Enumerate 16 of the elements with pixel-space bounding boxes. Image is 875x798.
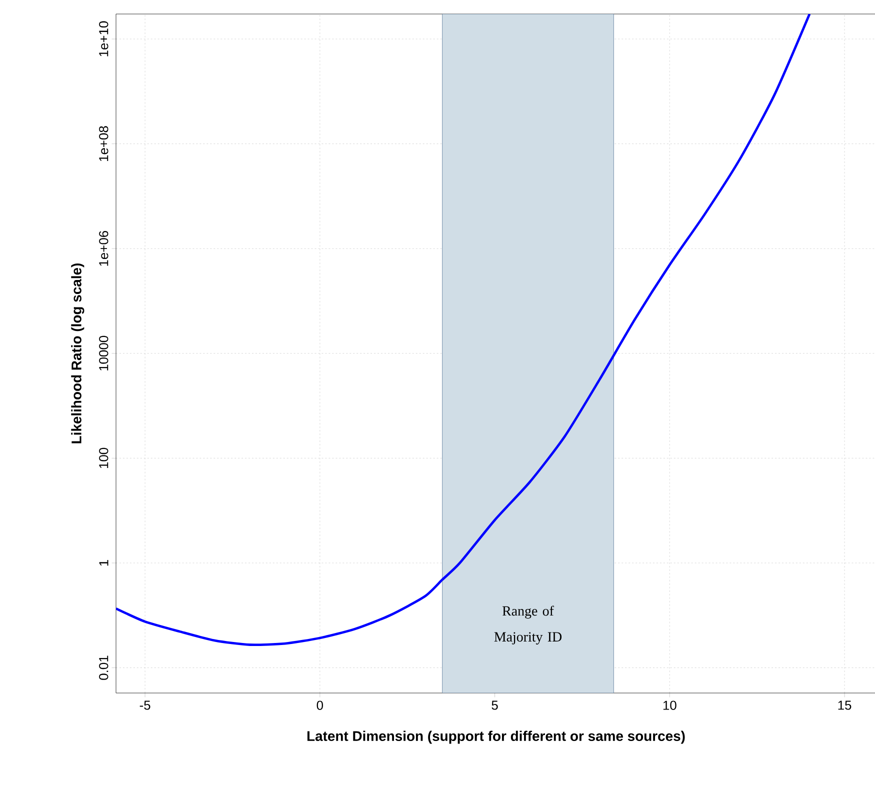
line-series xyxy=(116,14,811,646)
y-tick-label: 1e+10 xyxy=(99,21,108,56)
y-tick-label: 100 xyxy=(99,448,108,468)
band-label: Range of Majority ID xyxy=(494,606,562,644)
x-tick-label: 0 xyxy=(316,700,324,710)
y-axis-title: Likelihood Ratio (log scale) xyxy=(71,264,84,444)
y-tick-label: 1e+08 xyxy=(99,126,108,161)
y-tick-label: 1e+06 xyxy=(99,230,108,266)
x-axis-title: Latent Dimension (support for different or same sources) xyxy=(307,730,685,744)
y-tick-label: 0.01 xyxy=(99,656,108,680)
x-tick-label: 15 xyxy=(838,700,852,710)
x-tick-label: 10 xyxy=(663,700,676,710)
y-tick-label: 10000 xyxy=(99,336,108,370)
y-tick-label: 1 xyxy=(99,560,108,566)
x-tick-label: 5 xyxy=(492,700,498,710)
x-tick-label: -5 xyxy=(140,700,150,710)
